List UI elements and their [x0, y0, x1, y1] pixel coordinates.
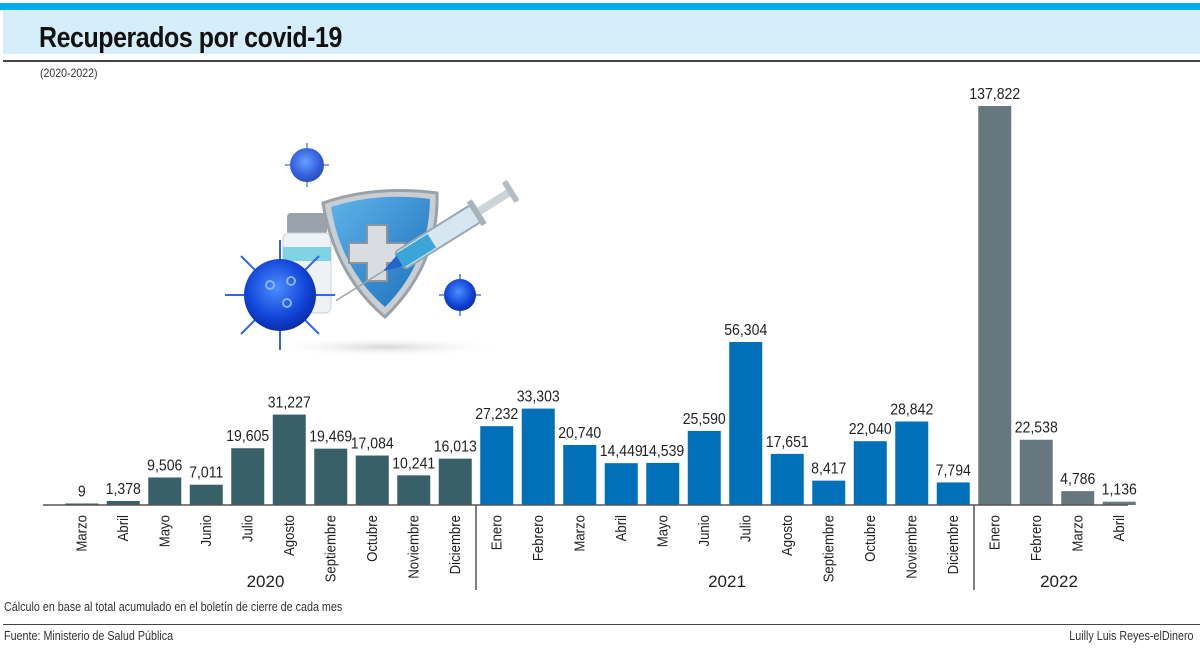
- data-label: 31,227: [268, 394, 311, 412]
- x-tick-label: Marzo: [73, 515, 90, 552]
- data-label: 22,538: [1015, 419, 1058, 437]
- x-tick-label: Enero: [986, 515, 1003, 550]
- x-tick-label: Septiembre: [322, 515, 339, 583]
- year-label: 2021: [708, 572, 746, 591]
- shield-plus-icon: [321, 189, 439, 320]
- data-label: 19,605: [226, 427, 269, 445]
- x-tick-label: Diciembre: [446, 515, 463, 574]
- data-label: 17,084: [351, 435, 394, 453]
- x-tick-label: Octubre: [861, 515, 878, 562]
- data-label: 1,136: [1102, 481, 1137, 499]
- bar: [521, 408, 555, 505]
- bar: [563, 444, 597, 505]
- bar: [397, 475, 431, 505]
- bar: [1061, 491, 1095, 505]
- data-label: 22,040: [849, 420, 892, 438]
- bar: [936, 482, 970, 505]
- bar: [148, 477, 182, 505]
- data-label: 33,303: [517, 388, 560, 406]
- bar: [314, 448, 348, 505]
- data-label: 14,539: [641, 442, 684, 460]
- bar: [480, 426, 514, 505]
- bar: [687, 430, 721, 505]
- data-label: 16,013: [434, 438, 477, 456]
- x-tick-label: Abril: [114, 515, 131, 541]
- covid-illustration: [225, 143, 519, 357]
- bar: [978, 106, 1012, 505]
- data-label: 1,378: [106, 480, 141, 498]
- x-tick-label: Abril: [1110, 515, 1127, 541]
- source-text: Fuente: Ministerio de Salud Pública: [4, 629, 174, 643]
- x-tick-label: Noviembre: [405, 515, 422, 579]
- x-tick-label: Noviembre: [903, 515, 920, 579]
- x-tick-label: Septiembre: [820, 515, 837, 583]
- bar: [646, 462, 680, 505]
- bar: [231, 448, 265, 505]
- year-label: 2022: [1040, 572, 1078, 591]
- data-label: 19,469: [309, 428, 352, 446]
- x-tick-label: Junio: [695, 515, 712, 547]
- title-divider: [3, 60, 1200, 62]
- bar: [1019, 439, 1053, 505]
- data-label: 9,506: [147, 457, 182, 475]
- bar-chart: 9 Marzo 1,378 Abril 9,506 Mayo 7,011 Junio 19,60…: [43, 85, 1137, 591]
- bar: [895, 421, 929, 505]
- credit-text: Luilly Luis Reyes-elDinero: [1069, 629, 1194, 643]
- syringe-icon: [335, 180, 519, 302]
- x-tick-label: Julio: [239, 515, 256, 542]
- top-accent-bar: [0, 3, 1200, 10]
- x-tick-label: Marzo: [571, 515, 588, 552]
- virus-icon: [439, 274, 481, 316]
- x-tick-label: Abril: [612, 515, 629, 541]
- footnote: Cálculo en base al total acumulado en el…: [4, 600, 343, 614]
- data-label: 8,417: [811, 460, 846, 478]
- x-tick-label: Mayo: [156, 515, 173, 547]
- data-label: 17,651: [766, 433, 809, 451]
- bar: [604, 463, 638, 505]
- data-label: 27,232: [475, 405, 518, 423]
- page-title: Recuperados por covid-19: [39, 22, 342, 54]
- x-tick-label: Marzo: [1069, 515, 1086, 552]
- data-label: 4,786: [1060, 470, 1095, 488]
- data-label: 10,241: [392, 455, 435, 473]
- bar: [272, 414, 306, 505]
- x-tick-label: Febrero: [1027, 515, 1044, 561]
- x-tick-label: Agosto: [778, 515, 795, 556]
- bar: [853, 441, 887, 505]
- x-tick-label: Agosto: [280, 515, 297, 556]
- x-tick-label: Diciembre: [944, 515, 961, 574]
- virus-icon: [225, 240, 335, 350]
- x-tick-label: Junio: [197, 515, 214, 547]
- vaccine-vial-icon: [282, 213, 332, 314]
- data-label: 9: [78, 483, 86, 501]
- data-label: 14,449: [600, 442, 643, 460]
- bar: [770, 453, 804, 505]
- bar: [1102, 501, 1136, 505]
- bar: [189, 484, 223, 505]
- x-tick-label: Enero: [488, 515, 505, 550]
- virus-icon: [285, 143, 329, 187]
- chart-subtitle: (2020-2022): [40, 66, 98, 80]
- title-bar: Recuperados por covid-19: [3, 10, 1200, 54]
- bar: [812, 480, 846, 505]
- x-tick-label: Octubre: [363, 515, 380, 562]
- x-tick-label: Mayo: [654, 515, 671, 547]
- data-label: 7,011: [189, 464, 223, 482]
- data-label: 56,304: [724, 321, 767, 339]
- bar: [355, 455, 389, 505]
- x-tick-label: Febrero: [529, 515, 546, 561]
- bar: [438, 458, 472, 505]
- data-label: 137,822: [969, 85, 1020, 103]
- year-label: 2020: [247, 572, 285, 591]
- bar: [106, 501, 140, 505]
- data-label: 20,740: [558, 424, 601, 442]
- footer-divider: [3, 624, 1200, 625]
- data-label: 28,842: [890, 401, 933, 419]
- x-tick-label: Julio: [737, 515, 754, 542]
- data-label: 7,794: [936, 462, 971, 480]
- bar: [729, 341, 763, 505]
- data-label: 25,590: [683, 410, 726, 428]
